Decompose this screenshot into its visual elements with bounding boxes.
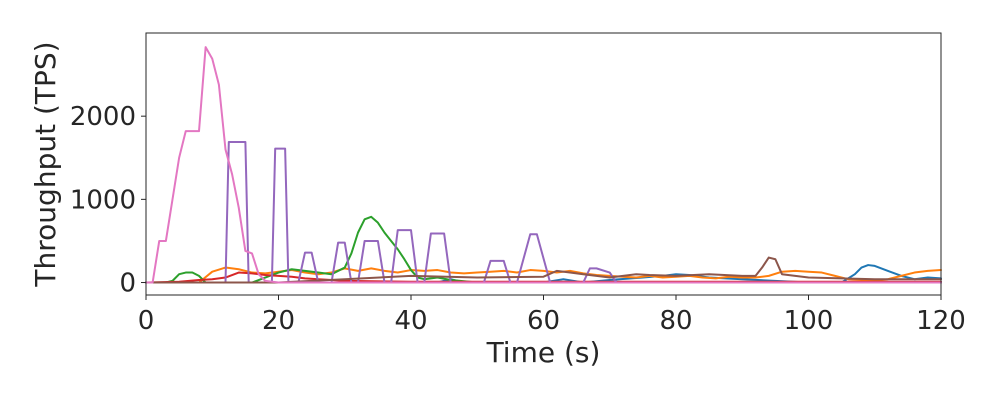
series-line-5 xyxy=(145,140,942,284)
x-tick-label-20: 20 xyxy=(262,306,295,336)
series-line-6 xyxy=(145,256,942,284)
y-tick-label-0: 0 xyxy=(119,269,136,299)
y-tick-label-2000: 2000 xyxy=(70,102,136,132)
x-tick-label-40: 40 xyxy=(394,306,427,336)
x-tick-label-80: 80 xyxy=(659,306,692,336)
tick-layer: 0 20 40 60 80 100 120 0 1000 2000 xyxy=(70,102,966,336)
x-tick-label-0: 0 xyxy=(138,306,155,336)
x-tick-label-120: 120 xyxy=(916,306,966,336)
x-axis-label: Time (s) xyxy=(486,336,601,369)
x-tick-label-100: 100 xyxy=(784,306,834,336)
y-axis-label: Throughput (TPS) xyxy=(29,41,62,287)
y-tick-label-1000: 1000 xyxy=(70,185,136,215)
x-tick-label-60: 60 xyxy=(527,306,560,336)
series-layer xyxy=(145,46,942,284)
series-line-7 xyxy=(145,46,942,284)
